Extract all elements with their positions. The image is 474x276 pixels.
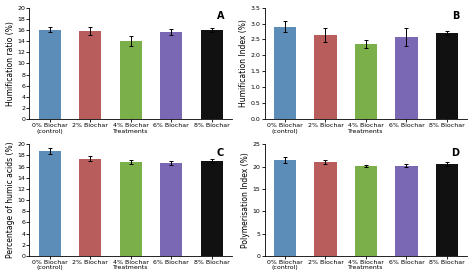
Bar [201,30,223,119]
Text: A: A [217,11,224,21]
Text: C: C [217,147,224,158]
Bar [79,31,101,119]
Y-axis label: Polymerisation Index (%): Polymerisation Index (%) [241,152,250,248]
Y-axis label: Percentage of humic acids (%): Percentage of humic acids (%) [6,142,15,258]
Bar [160,32,182,119]
Y-axis label: Humification ratio (%): Humification ratio (%) [6,21,15,106]
Bar [436,33,458,119]
Bar [79,159,101,256]
Bar [119,162,142,256]
Bar [355,44,377,119]
Bar [395,37,418,119]
Bar [355,166,377,256]
Bar [119,41,142,119]
Bar [38,151,61,256]
Text: B: B [452,11,459,21]
Y-axis label: Humification Index (%): Humification Index (%) [239,20,248,107]
Bar [274,27,296,119]
Bar [314,163,337,256]
Bar [314,35,337,119]
Bar [395,166,418,256]
Bar [436,164,458,256]
Bar [160,163,182,256]
Bar [38,30,61,119]
Bar [201,161,223,256]
Bar [274,160,296,256]
Text: D: D [451,147,459,158]
